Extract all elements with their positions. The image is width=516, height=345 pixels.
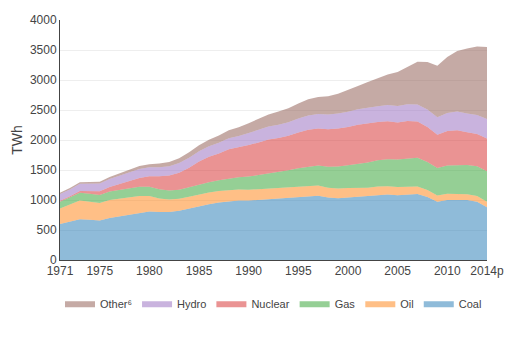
svg-text:500: 500 [37,223,57,237]
svg-text:1500: 1500 [30,163,57,177]
svg-text:2010: 2010 [434,264,461,278]
svg-text:TWh: TWh [9,125,25,155]
svg-text:2014p: 2014p [470,264,504,278]
svg-text:1975: 1975 [86,264,113,278]
svg-text:4000: 4000 [30,13,57,27]
svg-text:3000: 3000 [30,73,57,87]
svg-text:0: 0 [50,253,57,267]
svg-text:2000: 2000 [335,264,362,278]
svg-text:Other⁶: Other⁶ [100,298,132,310]
svg-text:3500: 3500 [30,43,57,57]
svg-text:1985: 1985 [186,264,213,278]
svg-text:Oil: Oil [400,298,413,310]
svg-text:1990: 1990 [235,264,262,278]
svg-text:1971: 1971 [47,264,74,278]
svg-text:Coal: Coal [459,298,482,310]
svg-text:2000: 2000 [30,133,57,147]
svg-text:Gas: Gas [335,298,356,310]
svg-text:1980: 1980 [136,264,163,278]
svg-text:Nuclear: Nuclear [251,298,289,310]
svg-text:1000: 1000 [30,193,57,207]
svg-text:1995: 1995 [285,264,312,278]
svg-text:Hydro: Hydro [177,298,206,310]
svg-text:2500: 2500 [30,103,57,117]
svg-text:2005: 2005 [384,264,411,278]
